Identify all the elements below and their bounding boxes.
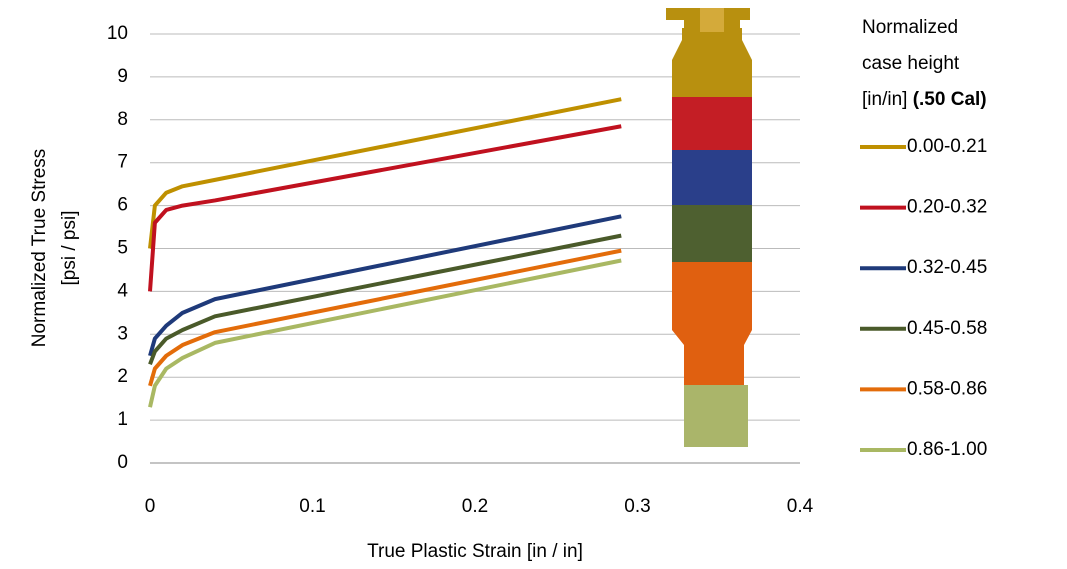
y-tick-label: 4 bbox=[117, 280, 128, 301]
y-tick-label: 2 bbox=[117, 366, 128, 387]
legend-label: 0.45-0.58 bbox=[907, 318, 987, 339]
y-tick-label: 5 bbox=[117, 238, 128, 259]
y-axis-label: [psi / psi] bbox=[59, 211, 80, 286]
y-tick-label: 3 bbox=[117, 323, 128, 344]
x-tick-label: 0.3 bbox=[624, 496, 650, 517]
series-group bbox=[148, 97, 622, 408]
y-axis-label: Normalized True Stress bbox=[29, 149, 50, 348]
y-tick-label: 10 bbox=[107, 23, 128, 44]
x-tick-label: 0.4 bbox=[787, 496, 814, 517]
legend-title: Normalized bbox=[862, 17, 958, 38]
legend-label: 0.20-0.32 bbox=[907, 197, 987, 218]
legend-title-part: [in/in] bbox=[862, 89, 907, 110]
legend-title: case height bbox=[862, 53, 960, 74]
line-series bbox=[148, 97, 622, 249]
y-tick-label: 1 bbox=[117, 409, 128, 430]
x-tick-label: 0.2 bbox=[462, 496, 488, 517]
x-tick-label: 0.1 bbox=[299, 496, 325, 517]
legend-title-bold: (.50 Cal) bbox=[913, 89, 987, 110]
line-series bbox=[148, 214, 622, 357]
x-axis-label: True Plastic Strain [in / in] bbox=[367, 541, 583, 562]
line-series bbox=[148, 233, 622, 366]
line-series bbox=[148, 248, 622, 387]
line-series bbox=[148, 124, 622, 292]
legend-entry: 0.20-0.32 bbox=[860, 197, 987, 218]
line-series bbox=[148, 258, 622, 408]
legend-label: 0.58-0.86 bbox=[907, 378, 987, 399]
x-tick-label: 0 bbox=[145, 496, 156, 517]
legend-title: [in/in] (.50 Cal) bbox=[862, 89, 987, 110]
legend-label: 0.00-0.21 bbox=[907, 136, 987, 157]
cartridge-illustration bbox=[666, 8, 752, 447]
legend-entry: 0.58-0.86 bbox=[860, 378, 987, 399]
y-tick-label: 7 bbox=[117, 152, 128, 173]
legend-entry: 0.00-0.21 bbox=[860, 136, 987, 157]
legend-entry: 0.45-0.58 bbox=[860, 318, 987, 339]
y-tick-label: 8 bbox=[117, 109, 128, 130]
y-tick-label: 6 bbox=[117, 195, 128, 216]
plot: 0 1 2 3 4 5 6 7 8 9 10 0 0.1 0.2 0.3 0.4 bbox=[107, 23, 814, 517]
legend-label: 0.86-1.00 bbox=[907, 439, 987, 460]
legend-entry: 0.86-1.00 bbox=[860, 439, 987, 460]
legend-entry: 0.32-0.45 bbox=[860, 257, 987, 278]
y-tick-label: 9 bbox=[117, 66, 128, 87]
y-tick-label: 0 bbox=[117, 452, 128, 473]
legend-label: 0.32-0.45 bbox=[907, 257, 987, 278]
